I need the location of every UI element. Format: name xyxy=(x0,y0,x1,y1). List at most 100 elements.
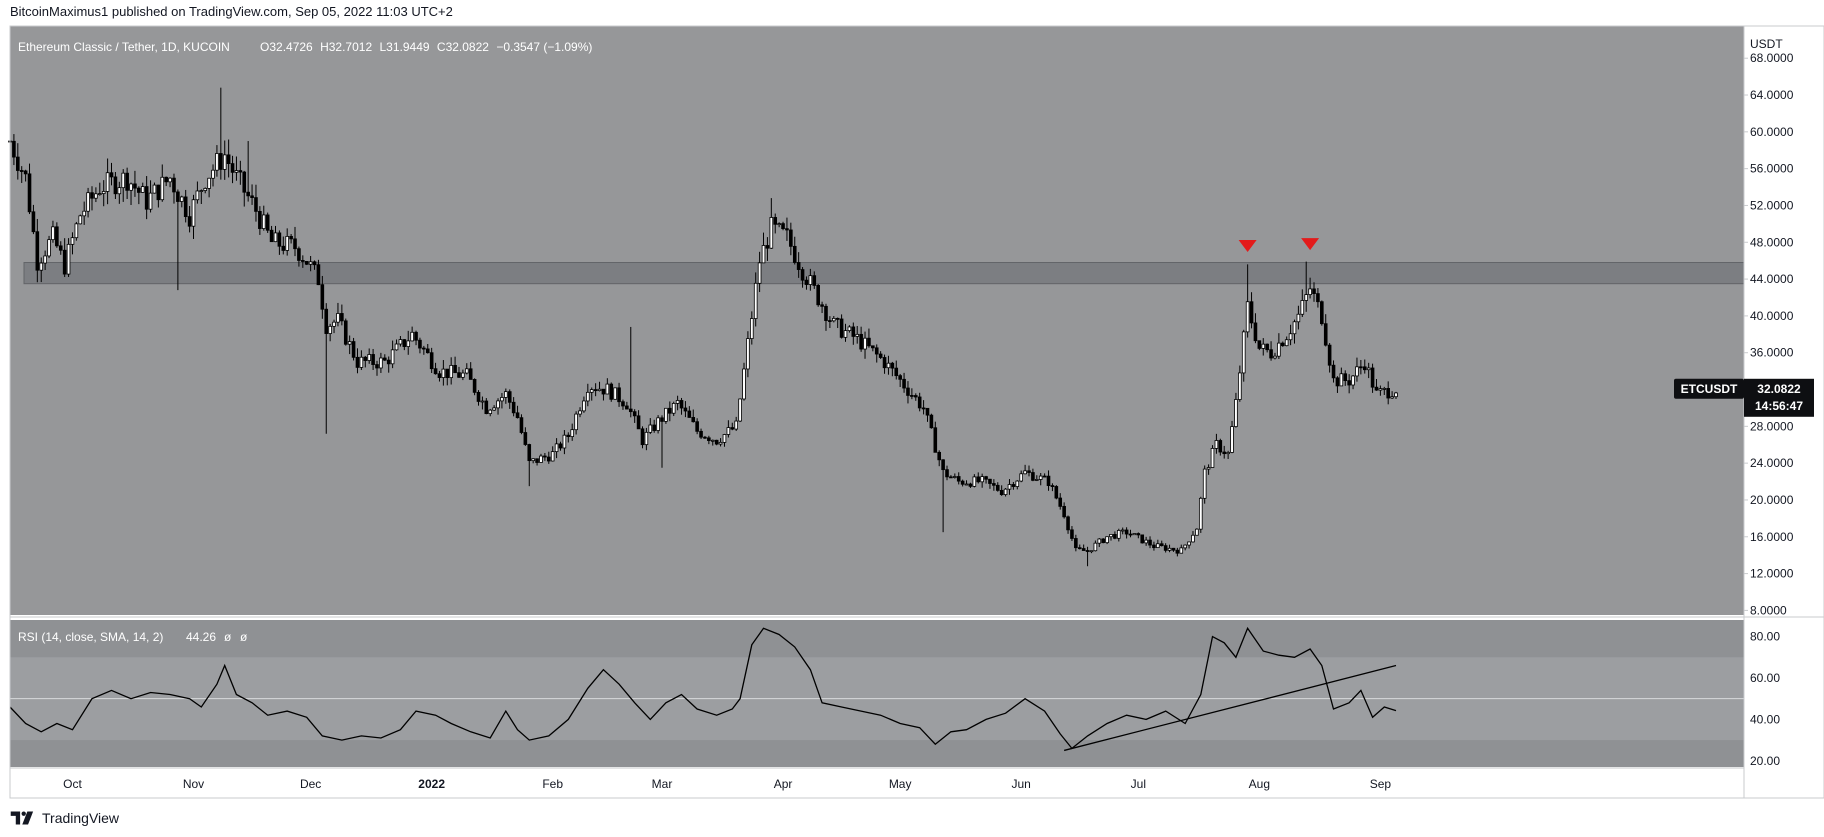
candle-body xyxy=(703,436,707,439)
candle-body xyxy=(1003,488,1008,496)
candle-body xyxy=(847,326,852,332)
rsi-axis[interactable]: 80.00 60.00 40.00 20.00 xyxy=(1750,630,1780,768)
candle-body xyxy=(1261,343,1266,349)
candle-body xyxy=(882,357,887,369)
candle-body xyxy=(546,456,551,462)
legend-c-value: 32.0822 xyxy=(446,40,490,54)
candle-body xyxy=(796,262,801,270)
candle-body xyxy=(1183,544,1187,549)
candle-body xyxy=(304,261,309,265)
candle-body xyxy=(792,245,797,263)
candle-body xyxy=(207,177,211,189)
candle-body xyxy=(1128,533,1133,536)
candle-body xyxy=(301,260,305,262)
candle-body xyxy=(910,395,914,397)
candle-body xyxy=(472,379,477,393)
candle-body xyxy=(179,196,184,202)
candle-body xyxy=(488,409,493,414)
candle-body xyxy=(406,340,411,347)
candle-body xyxy=(800,269,805,281)
candle-body xyxy=(402,339,407,347)
candle-body xyxy=(105,172,110,192)
candle-body xyxy=(816,285,820,306)
candle-body xyxy=(519,417,524,433)
candle-body xyxy=(1081,548,1086,551)
candle-body xyxy=(968,483,973,487)
candle-body xyxy=(906,387,910,396)
time-axis[interactable]: Oct Nov Dec 2022 Feb Mar Apr May Jun Jul Aug Sep xyxy=(63,777,1391,791)
candle-body xyxy=(992,483,996,486)
candle-body xyxy=(839,318,844,338)
candle-body xyxy=(980,476,984,483)
candle-body xyxy=(1167,547,1172,551)
candle-body xyxy=(78,215,83,225)
legend-c-label: C xyxy=(437,40,446,54)
candle-body xyxy=(1280,342,1285,347)
candle-body xyxy=(1042,475,1047,478)
candle-body xyxy=(176,191,180,202)
candle-body xyxy=(1074,538,1078,549)
candle-body xyxy=(656,417,660,431)
bearish-marker xyxy=(1301,238,1320,251)
candle-body xyxy=(199,190,204,192)
candle-body xyxy=(1351,375,1355,386)
publish-header: BitcoinMaximus1 published on TradingView… xyxy=(10,4,453,19)
candle-body xyxy=(1390,396,1394,399)
candle-body xyxy=(70,237,75,245)
candle-body xyxy=(913,395,918,398)
candle-body xyxy=(558,443,563,449)
candle-body xyxy=(74,223,79,239)
main-panel-bg xyxy=(10,26,1744,615)
candle-body xyxy=(152,184,157,194)
candle-body xyxy=(219,153,223,170)
candle-body xyxy=(734,420,738,430)
candle-body xyxy=(379,357,383,369)
candle-body xyxy=(109,172,114,178)
candle-body xyxy=(1058,497,1063,507)
candle-body xyxy=(281,245,286,251)
candle-body xyxy=(1339,373,1344,387)
candle-body xyxy=(215,153,219,171)
candle-body xyxy=(1070,529,1074,539)
candle-body xyxy=(1085,550,1090,552)
candle-body xyxy=(878,353,883,358)
candle-body xyxy=(1093,542,1098,552)
candle-body xyxy=(867,337,871,347)
price-tick-label: 52.0000 xyxy=(1750,198,1794,212)
candle-body xyxy=(652,424,656,431)
candle-body xyxy=(1066,516,1070,531)
price-tick-label: 48.0000 xyxy=(1750,235,1794,249)
candle-body xyxy=(874,347,879,355)
candle-body xyxy=(1359,366,1363,369)
candle-body xyxy=(1187,541,1191,546)
candle-body xyxy=(1335,377,1340,387)
price-tick-label: 56.0000 xyxy=(1750,162,1794,176)
candle-body xyxy=(726,427,731,435)
legend-l-value: 31.9449 xyxy=(386,40,430,54)
time-tick-label: Jul xyxy=(1131,777,1146,791)
candle-body xyxy=(273,232,278,243)
rsi-line xyxy=(9,626,1397,750)
time-tick-label: Nov xyxy=(183,777,204,791)
candle-body xyxy=(554,443,559,453)
candle-body xyxy=(1015,480,1020,487)
tradingview-footer[interactable]: TradingView xyxy=(10,806,119,830)
candle-body xyxy=(769,217,774,249)
candle-body xyxy=(1198,497,1203,530)
candle-body xyxy=(722,434,727,443)
candle-body xyxy=(269,229,274,243)
price-tag-symbol-bg xyxy=(1674,378,1744,399)
candle-body xyxy=(195,190,200,201)
candle-body xyxy=(859,333,863,350)
candle-body xyxy=(1257,340,1262,349)
candle-body xyxy=(523,432,528,445)
candle-body xyxy=(211,169,215,179)
candle-body xyxy=(90,192,94,199)
rsi-legend: RSI (14, close, SMA, 14, 2) 44.26 ø ø xyxy=(18,630,248,644)
candle-body xyxy=(1374,386,1379,391)
candle-body xyxy=(687,410,692,418)
candle-body xyxy=(1241,331,1246,374)
candle-body xyxy=(710,439,715,442)
price-axis[interactable]: 68.0000 64.0000 60.0000 56.0000 52.0000 48.00… xyxy=(1744,51,1794,617)
